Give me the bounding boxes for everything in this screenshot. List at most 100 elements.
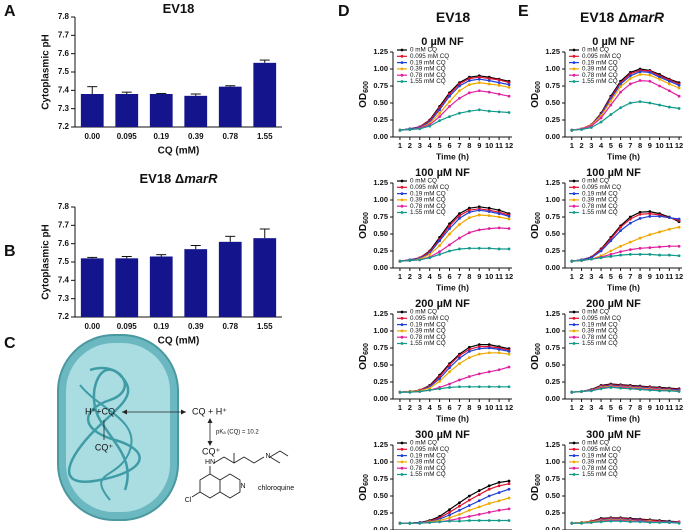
data-point bbox=[507, 217, 511, 221]
x-tick-label: 11 bbox=[495, 272, 503, 281]
data-point bbox=[609, 113, 613, 116]
legend-marker bbox=[400, 460, 404, 464]
bar bbox=[149, 256, 173, 317]
panel-label: C bbox=[4, 335, 16, 352]
y-axis-label: Cytoplasmic pH bbox=[41, 34, 52, 110]
data-point bbox=[580, 259, 583, 262]
x-tick-label: 2 bbox=[579, 272, 583, 281]
legend-label: 0.095 mM CQ bbox=[410, 53, 449, 60]
data-point bbox=[458, 385, 461, 389]
legend-label: 0 mM CQ bbox=[410, 178, 437, 185]
bar bbox=[184, 95, 208, 127]
y-label-main: OD bbox=[358, 224, 369, 239]
legend-marker bbox=[400, 335, 404, 339]
data-point bbox=[497, 491, 501, 494]
data-point bbox=[438, 108, 442, 112]
x-tick-label: 4 bbox=[599, 141, 604, 150]
data-point bbox=[497, 78, 501, 82]
x-tick-label: 6 bbox=[447, 272, 451, 281]
data-point bbox=[487, 82, 491, 86]
data-point bbox=[628, 215, 632, 219]
data-point bbox=[599, 116, 603, 120]
y-tick-label: 1.00 bbox=[545, 457, 560, 466]
data-point bbox=[448, 105, 451, 108]
legend-label: 0.095 mM CQ bbox=[582, 53, 621, 60]
y-label-sub: 600 bbox=[535, 474, 542, 486]
x-tick-label: 3 bbox=[418, 141, 422, 150]
title-part: marR bbox=[628, 9, 665, 25]
title-part: EV18 bbox=[163, 1, 195, 16]
data-point bbox=[458, 236, 461, 240]
data-point bbox=[638, 79, 642, 82]
atom-label: N bbox=[265, 453, 270, 460]
data-point bbox=[570, 128, 574, 132]
data-point bbox=[628, 221, 632, 225]
legend-label: 0.095 mM CQ bbox=[582, 446, 621, 453]
data-point bbox=[648, 246, 652, 250]
legend-marker bbox=[400, 310, 404, 314]
x-tick-label: 4 bbox=[428, 403, 433, 412]
x-axis-label: Time (h) bbox=[436, 282, 469, 292]
data-point bbox=[677, 225, 681, 229]
y-axis-label: OD600 bbox=[530, 81, 542, 108]
data-point bbox=[658, 230, 661, 234]
legend-label: 1.55 mM CQ bbox=[582, 78, 618, 85]
y-tick-label: 0.25 bbox=[545, 508, 560, 517]
data-point bbox=[428, 256, 432, 260]
legend-label: 0 mM CQ bbox=[410, 47, 437, 54]
data-point bbox=[667, 89, 671, 93]
data-point bbox=[667, 105, 671, 109]
legend-marker bbox=[572, 441, 576, 445]
data-point bbox=[609, 519, 613, 523]
x-tick-label: 7 bbox=[457, 141, 461, 150]
data-point bbox=[438, 253, 442, 256]
data-point bbox=[628, 82, 632, 86]
y-label-sub: 600 bbox=[535, 343, 542, 355]
legend-label: 0.39 mM CQ bbox=[582, 197, 618, 204]
y-tick-label: 0.00 bbox=[373, 525, 388, 530]
x-tick-label: 0.19 bbox=[153, 322, 169, 331]
legend-label: 0.095 mM CQ bbox=[410, 446, 449, 453]
data-point bbox=[467, 109, 471, 113]
dna bbox=[79, 384, 133, 501]
y-axis-label: OD600 bbox=[358, 474, 370, 501]
data-point bbox=[418, 258, 422, 262]
data-point bbox=[448, 508, 451, 511]
data-point bbox=[628, 77, 632, 80]
legend-label: 1.55 mM CQ bbox=[410, 471, 446, 478]
y-axis-label: OD600 bbox=[358, 81, 370, 108]
y-tick-label: 1.00 bbox=[545, 195, 560, 204]
data-point bbox=[507, 479, 511, 483]
legend-marker bbox=[572, 54, 576, 58]
data-point bbox=[467, 208, 471, 212]
data-point bbox=[507, 507, 511, 511]
data-point bbox=[408, 390, 412, 394]
data-point bbox=[628, 101, 632, 105]
data-point bbox=[458, 356, 461, 360]
data-point bbox=[477, 108, 481, 112]
data-point bbox=[487, 79, 491, 82]
legend-marker bbox=[572, 61, 576, 64]
legend-label: 0.78 mM CQ bbox=[410, 203, 446, 210]
y-tick-label: 0.00 bbox=[545, 263, 560, 272]
series-line bbox=[399, 247, 509, 262]
legend-label: 0.095 mM CQ bbox=[410, 315, 449, 322]
bar bbox=[253, 62, 277, 128]
x-tick-label: 6 bbox=[618, 403, 622, 412]
data-point bbox=[580, 390, 583, 393]
legend-label: 0.78 mM CQ bbox=[410, 465, 446, 472]
x-tick-label: 9 bbox=[648, 141, 652, 150]
series-line bbox=[571, 386, 680, 393]
data-point bbox=[477, 372, 481, 376]
x-tick-label: 3 bbox=[589, 403, 593, 412]
data-point bbox=[589, 257, 593, 261]
x-tick-label: 0.095 bbox=[117, 132, 138, 141]
x-tick-label: 7 bbox=[628, 272, 632, 281]
data-point bbox=[448, 510, 451, 514]
x-tick-label: 4 bbox=[599, 403, 604, 412]
series-line bbox=[399, 366, 510, 393]
x-tick-label: 6 bbox=[618, 141, 622, 150]
data-point bbox=[477, 213, 481, 217]
data-point bbox=[487, 343, 491, 346]
